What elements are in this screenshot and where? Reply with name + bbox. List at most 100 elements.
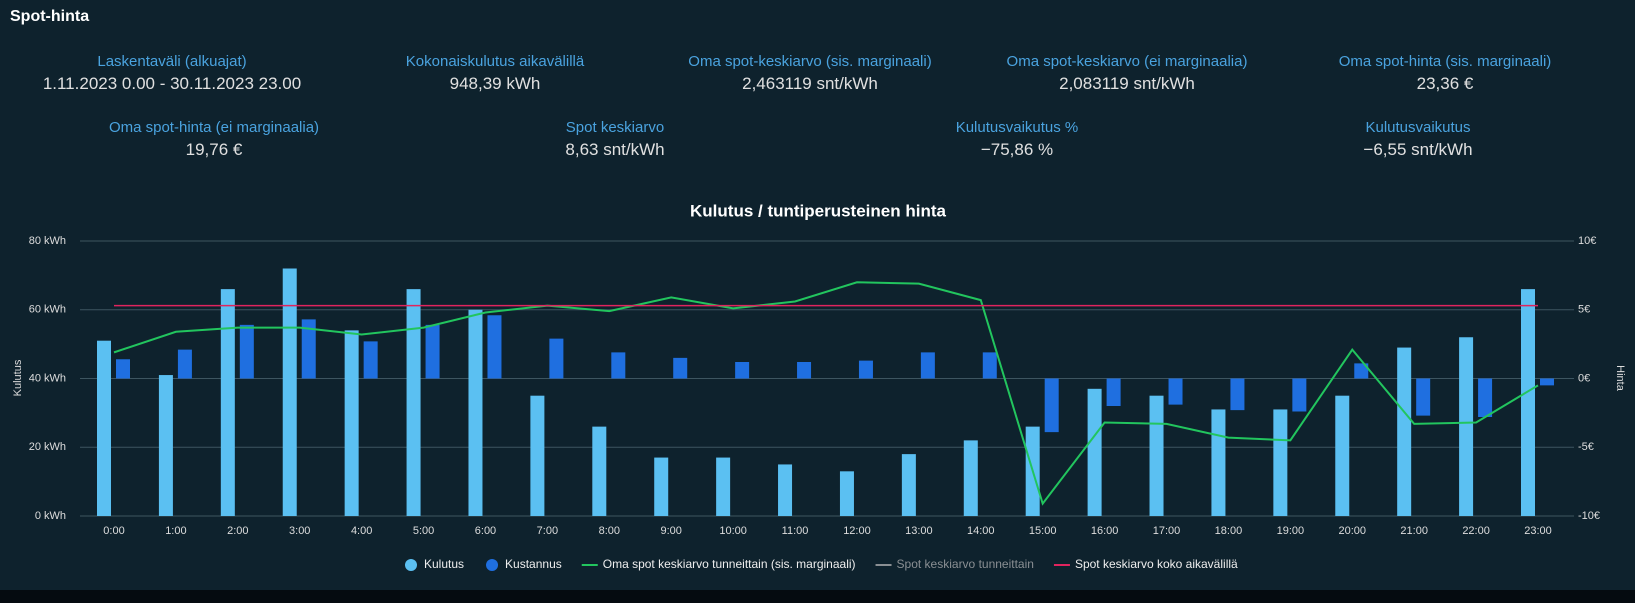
- bar: [858, 360, 873, 379]
- legend-label: Kustannus: [505, 557, 562, 571]
- bar: [1397, 347, 1412, 516]
- legend-label: Spot keskiarvo tunneittain: [897, 557, 1034, 571]
- stat-value: 8,63 snt/kWh: [565, 140, 665, 159]
- bar: [97, 340, 111, 516]
- stat-value: −75,86 %: [980, 140, 1054, 159]
- bar: [1211, 409, 1226, 516]
- stat: Oma spot-hinta (ei marginaalia) 19,76 €: [54, 119, 374, 160]
- x-tick-label: 20:00: [1338, 525, 1366, 537]
- x-tick-label: 8:00: [599, 525, 620, 537]
- bar: [530, 395, 545, 516]
- bar: [716, 457, 731, 516]
- y2-tick-label: -10€: [1578, 510, 1600, 522]
- x-tick-label: 15:00: [1029, 525, 1057, 537]
- y2-tick-label: -5€: [1578, 441, 1594, 453]
- taskbar: [0, 590, 1635, 603]
- chart-title: Kulutus / tuntiperusteinen hinta: [690, 201, 946, 220]
- x-tick-label: 13:00: [905, 525, 933, 537]
- x-tick-label: 9:00: [661, 525, 682, 537]
- bar: [797, 362, 812, 379]
- x-tick-label: 11:00: [782, 525, 809, 537]
- stat-value: 19,76 €: [185, 140, 243, 159]
- bar: [344, 330, 359, 516]
- bar: [301, 319, 316, 379]
- bar: [654, 457, 669, 516]
- line: [113, 281, 1539, 506]
- x-tick-label: 12:00: [843, 525, 871, 537]
- stat-value: 948,39 kWh: [449, 74, 541, 93]
- bar: [592, 426, 607, 516]
- stat-label: Kokonaiskulutus aikavälillä: [405, 53, 585, 70]
- stat-label: Kulutusvaikutus %: [955, 119, 1079, 136]
- stat: Kulutusvaikutus −6,55 snt/kWh: [1258, 119, 1578, 160]
- bar: [1540, 378, 1554, 386]
- bar: [611, 352, 626, 379]
- x-tick-label: 7:00: [537, 525, 558, 537]
- stat: Kulutusvaikutus % −75,86 %: [857, 119, 1177, 160]
- x-tick-label: 10:00: [719, 525, 747, 537]
- bar: [363, 341, 378, 379]
- legend-label: Kulutus: [424, 557, 464, 571]
- legend-swatch: [486, 559, 499, 571]
- y-tick-label: 80 kWh: [29, 235, 66, 247]
- bar: [1416, 378, 1431, 416]
- y-tick-label: 40 kWh: [29, 372, 66, 384]
- bar: [982, 352, 997, 379]
- stat-value: 23,36 €: [1416, 74, 1474, 93]
- stat: Laskentaväli (alkuajat) 1.11.2023 0.00 - …: [12, 53, 332, 94]
- bar: [1149, 395, 1164, 516]
- bar: [1478, 378, 1493, 417]
- bar: [901, 454, 916, 516]
- stat: Spot keskiarvo 8,63 snt/kWh: [455, 119, 775, 160]
- stat-label: Oma spot-hinta (sis. marginaali): [1338, 53, 1552, 70]
- stat-value: 2,463119 snt/kWh: [742, 74, 878, 93]
- stat-value: −6,55 snt/kWh: [1363, 140, 1473, 159]
- x-tick-label: 22:00: [1462, 525, 1490, 537]
- x-tick-label: 18:00: [1215, 525, 1243, 537]
- x-tick-label: 0:00: [103, 525, 124, 537]
- stat-value: 1.11.2023 0.00 - 30.11.2023 23.00: [42, 74, 302, 93]
- y-tick-label: 20 kWh: [29, 441, 66, 453]
- stat: Oma spot-keskiarvo (sis. marginaali) 2,46…: [650, 53, 970, 94]
- bar: [177, 349, 192, 379]
- bar: [1521, 289, 1535, 516]
- stat-label: Oma spot-hinta (ei marginaalia): [108, 119, 320, 136]
- x-tick-label: 19:00: [1277, 525, 1305, 537]
- stat-label: Laskentaväli (alkuajat): [97, 53, 247, 70]
- bar: [920, 352, 935, 379]
- stat-label: Kulutusvaikutus: [1365, 119, 1471, 136]
- bar: [468, 309, 483, 516]
- x-tick-label: 1:00: [165, 525, 186, 537]
- x-tick-label: 4:00: [351, 525, 372, 537]
- bar: [1335, 395, 1350, 516]
- y2-tick-label: 5€: [1578, 304, 1590, 316]
- y2-axis-label: Hinta: [1614, 365, 1626, 392]
- stat: Oma spot-hinta (sis. marginaali) 23,36 €: [1285, 53, 1605, 94]
- stat-value: 2,083119 snt/kWh: [1059, 74, 1195, 93]
- x-tick-label: 16:00: [1091, 525, 1119, 537]
- bar: [220, 289, 235, 516]
- legend-swatch: [405, 559, 417, 571]
- x-tick-label: 3:00: [289, 525, 310, 537]
- x-tick-label: 14:00: [967, 525, 995, 537]
- bar: [735, 362, 750, 379]
- bar: [116, 359, 130, 379]
- bar: [1230, 378, 1245, 411]
- bar: [1354, 363, 1369, 379]
- y2-tick-label: 0€: [1578, 372, 1590, 384]
- x-tick-label: 2:00: [227, 525, 248, 537]
- y2-tick-label: 10€: [1578, 235, 1596, 247]
- bar: [1044, 378, 1059, 433]
- x-tick-label: 5:00: [413, 525, 434, 537]
- bar: [425, 324, 440, 379]
- stat-label: Oma spot-keskiarvo (ei marginaalia): [1006, 53, 1248, 70]
- stat: Kokonaiskulutus aikavälillä 948,39 kWh: [335, 53, 655, 94]
- bar: [1106, 378, 1121, 406]
- bar: [1273, 409, 1288, 516]
- bar: [1168, 378, 1183, 405]
- x-tick-label: 23:00: [1524, 525, 1552, 537]
- stat: Oma spot-keskiarvo (ei marginaalia) 2,083…: [967, 53, 1287, 94]
- bar: [406, 289, 421, 516]
